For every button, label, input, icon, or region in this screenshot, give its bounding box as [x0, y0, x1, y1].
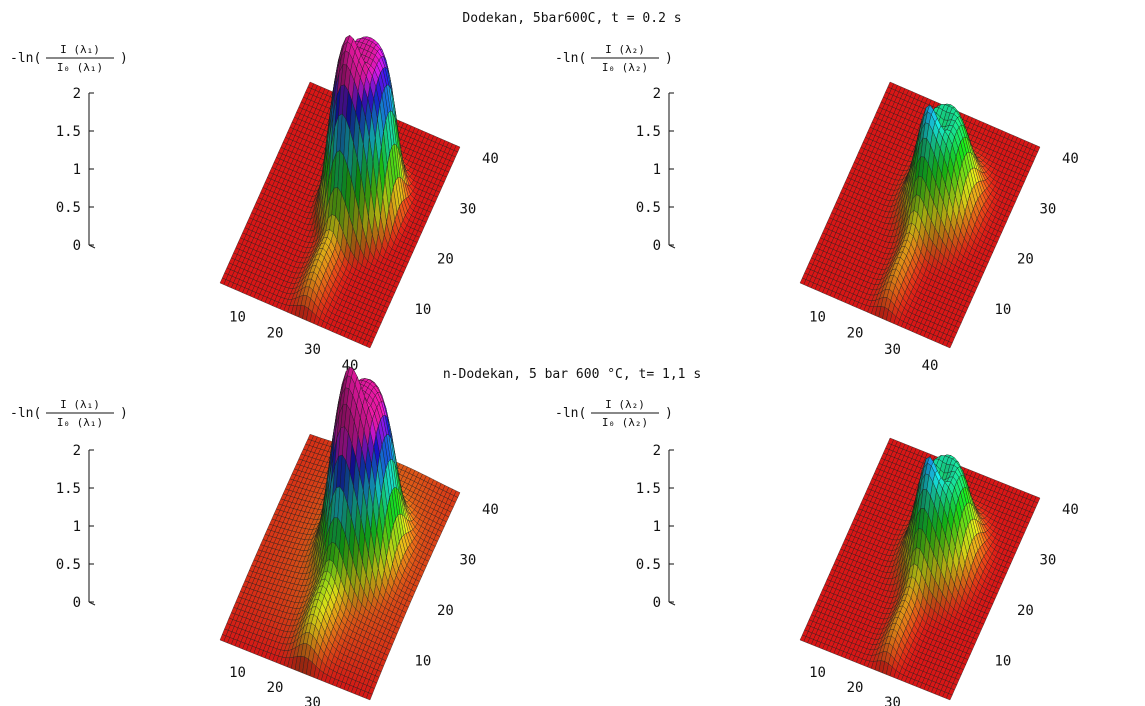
x-tick-label: 20: [267, 326, 284, 342]
surface-plot-bottom-right: 00.511.52-ln(I (λ₂)I₀ (λ₂))1020304010203…: [555, 398, 1079, 706]
z-label-prefix: -ln(: [10, 51, 41, 66]
z-tick-label: 0.5: [636, 557, 661, 573]
y-tick-label: 10: [415, 302, 432, 318]
z-label-prefix: -ln(: [555, 406, 586, 421]
surface-plot-bottom-left: 0 0.5 1 1.5 2 -ln( I (λ₁) I₀ (λ₁)) 10 20 30 40 10 20 3…: [10, 366, 499, 706]
z-label-numerator: I (λ₂): [605, 43, 645, 56]
z-tick-label: 1.5: [636, 124, 661, 140]
y-tick-label: 40: [482, 151, 499, 167]
x-tick-label: 10: [229, 309, 246, 325]
x-tick-label: 40: [922, 358, 939, 374]
z-label-prefix: -ln(: [555, 51, 586, 66]
x-tick-label: 30: [884, 342, 901, 358]
z-tick-label: 0: [73, 595, 81, 611]
z-tick-label: 1.5: [56, 124, 81, 140]
z-tick-label: 1: [653, 162, 661, 178]
z-tick-label: 0: [73, 238, 81, 254]
x-tick-label: 20: [267, 680, 284, 696]
x-tick-label: 10: [809, 309, 826, 325]
y-tick-label: 30: [1040, 201, 1057, 217]
z-tick-label: 1.5: [56, 481, 81, 497]
y-tick-label: 20: [437, 603, 454, 619]
z-tick-label: 2: [73, 86, 81, 102]
x-tick-label: 30: [304, 342, 321, 358]
surface-mesh: [219, 35, 461, 349]
y-tick-label: 30: [460, 553, 477, 569]
y-tick-label: 20: [1017, 252, 1034, 268]
row-title-top: Dodekan, 5bar600C, t = 0.2 s: [462, 11, 681, 26]
z-label-denominator: I₀ (λ₁): [57, 416, 103, 429]
z-axis-label: -ln( I (λ₁) I₀ (λ₁)): [10, 43, 128, 74]
z-tick-label: 0.5: [56, 200, 81, 216]
z-tick-label: 1.5: [636, 481, 661, 497]
z-label-suffix: ): [665, 406, 673, 421]
z-label-prefix: -ln(: [10, 406, 41, 421]
x-tick-label: 20: [847, 326, 864, 342]
z-label-numerator: I (λ₁): [60, 398, 100, 411]
y-tick-label: 10: [415, 654, 432, 670]
y-tick-label: 20: [437, 252, 454, 268]
z-axis-label: -ln( I (λ₂) I₀ (λ₂)): [555, 398, 673, 429]
z-label-denominator: I₀ (λ₁): [57, 61, 103, 74]
z-label-denominator: I₀ (λ₂): [602, 61, 648, 74]
surface-plot-top-right: 0 0.5 1 1.5 2 -ln( I (λ₂) I₀ (λ₂)) 10 20 30 40 10 20 3…: [555, 43, 1079, 374]
z-tick-label: 0.5: [636, 200, 661, 216]
surface-mesh: [219, 366, 461, 701]
y-tick-label: 30: [460, 201, 477, 217]
z-label-suffix: ): [665, 51, 673, 66]
z-label-suffix: ): [120, 51, 128, 66]
surface-plot-top-left: 0 0.5 1 1.5 2 -ln( I (λ₁) I₀ (λ₁)) 10 20 30 40 10 20 3…: [10, 35, 499, 374]
z-tick-label: 2: [73, 443, 81, 459]
z-axis-label: -ln( I (λ₁) I₀ (λ₁)): [10, 398, 128, 429]
z-tick-label: 2: [653, 86, 661, 102]
y-tick-label: 40: [482, 502, 499, 518]
x-tick-label: 30: [304, 695, 321, 706]
z-tick-label: 0: [653, 595, 661, 611]
z-label-denominator: I₀ (λ₂): [602, 416, 648, 429]
z-tick-label: 2: [653, 443, 661, 459]
y-tick-label: 40: [1062, 151, 1079, 167]
row-title-bottom: n-Dodekan, 5 bar 600 °C, t= 1,1 s: [443, 367, 701, 382]
z-tick-label: 1: [73, 162, 81, 178]
z-tick-label: 1: [73, 519, 81, 535]
z-tick-label: 1: [653, 519, 661, 535]
z-tick-label: 0: [653, 238, 661, 254]
z-label-numerator: I (λ₁): [60, 43, 100, 56]
z-tick-label: 0.5: [56, 557, 81, 573]
x-tick-label: 10: [229, 665, 246, 681]
z-axis-label: -ln( I (λ₂) I₀ (λ₂)): [555, 43, 673, 74]
z-label-numerator: I (λ₂): [605, 398, 645, 411]
z-label-suffix: ): [120, 406, 128, 421]
y-tick-label: 10: [995, 302, 1012, 318]
